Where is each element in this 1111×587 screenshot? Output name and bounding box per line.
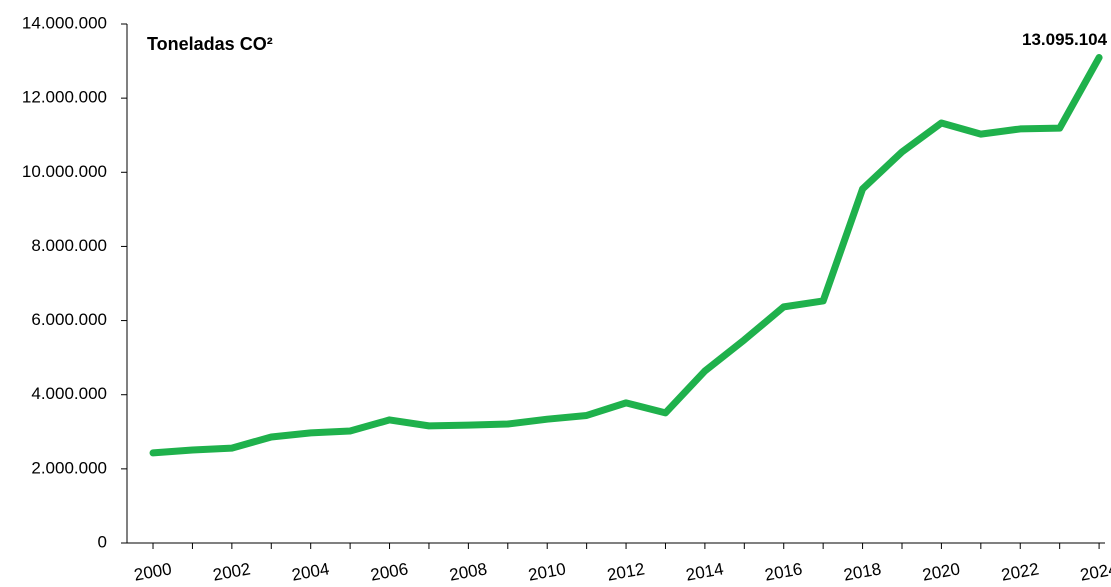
x-tick-label: 2018 <box>842 559 883 584</box>
x-tick-label: 2002 <box>211 559 252 584</box>
y-tick-label: 10.000.000 <box>22 162 107 181</box>
x-tick-label: 2006 <box>369 559 410 584</box>
y-tick-label: 8.000.000 <box>31 236 107 255</box>
x-tick-label: 2022 <box>1000 559 1041 584</box>
y-tick-label: 6.000.000 <box>31 310 107 329</box>
x-tick-label: 2012 <box>606 559 647 584</box>
x-tick-label: 2010 <box>527 559 568 584</box>
x-tick-label: 2004 <box>290 559 331 584</box>
x-tick-label: 2014 <box>684 559 725 584</box>
x-tick-label: 2024 <box>1079 559 1111 584</box>
y-tick-label: 14.000.000 <box>22 13 107 32</box>
x-tick-label: 2016 <box>763 559 804 584</box>
y-tick-label: 2.000.000 <box>31 458 107 477</box>
y-tick-label: 4.000.000 <box>31 384 107 403</box>
x-tick-label: 2000 <box>133 559 174 584</box>
data-line <box>149 54 1103 457</box>
y-tick-label: 12.000.000 <box>22 88 107 107</box>
data-label: 13.095.104 <box>1022 30 1108 49</box>
y-tick-label: 0 <box>98 532 107 551</box>
x-tick-label: 2020 <box>921 559 962 584</box>
x-tick-label: 2008 <box>448 559 489 584</box>
chart-title: Toneladas CO² <box>147 34 273 54</box>
